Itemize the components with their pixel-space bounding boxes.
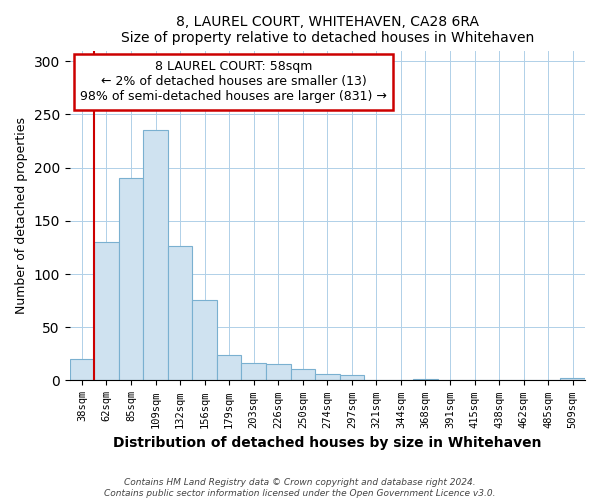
- Bar: [340, 375, 364, 380]
- Bar: [168, 246, 193, 380]
- Bar: [560, 378, 585, 380]
- Bar: [315, 374, 340, 380]
- Bar: [241, 364, 266, 380]
- Bar: [119, 178, 143, 380]
- Bar: [193, 300, 217, 380]
- Text: 8 LAUREL COURT: 58sqm
← 2% of detached houses are smaller (13)
98% of semi-detac: 8 LAUREL COURT: 58sqm ← 2% of detached h…: [80, 60, 387, 104]
- Bar: [290, 368, 315, 380]
- X-axis label: Distribution of detached houses by size in Whitehaven: Distribution of detached houses by size …: [113, 436, 542, 450]
- Text: Contains HM Land Registry data © Crown copyright and database right 2024.
Contai: Contains HM Land Registry data © Crown c…: [104, 478, 496, 498]
- Title: 8, LAUREL COURT, WHITEHAVEN, CA28 6RA
Size of property relative to detached hous: 8, LAUREL COURT, WHITEHAVEN, CA28 6RA Si…: [121, 15, 534, 45]
- Y-axis label: Number of detached properties: Number of detached properties: [15, 117, 28, 314]
- Bar: [143, 130, 168, 380]
- Bar: [70, 359, 94, 380]
- Bar: [94, 242, 119, 380]
- Bar: [266, 364, 290, 380]
- Bar: [217, 355, 241, 380]
